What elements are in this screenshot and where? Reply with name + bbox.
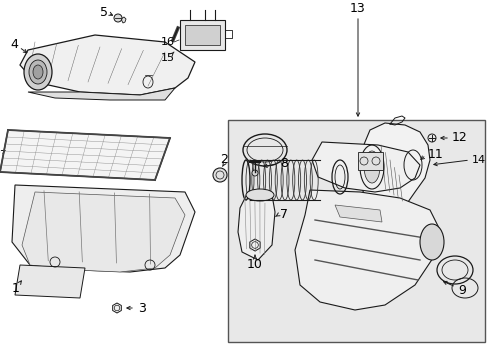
Ellipse shape [114, 14, 122, 22]
Text: 7: 7 [280, 208, 287, 221]
Ellipse shape [213, 168, 226, 182]
Polygon shape [334, 205, 381, 222]
Bar [227, 120, 484, 342]
Polygon shape [121, 17, 126, 23]
Polygon shape [28, 88, 175, 100]
Ellipse shape [29, 60, 47, 84]
Bar [357, 152, 382, 170]
Text: 2: 2 [220, 153, 227, 166]
Text: 16: 16 [161, 37, 175, 47]
Text: 3: 3 [138, 301, 145, 315]
Polygon shape [357, 123, 429, 205]
Ellipse shape [419, 224, 443, 260]
Ellipse shape [24, 54, 52, 90]
Ellipse shape [363, 151, 379, 183]
Polygon shape [249, 239, 260, 251]
Text: 8: 8 [280, 157, 287, 171]
Polygon shape [12, 185, 195, 272]
Ellipse shape [33, 65, 43, 79]
Text: 10: 10 [246, 257, 263, 270]
Polygon shape [22, 192, 184, 272]
Text: 13: 13 [349, 1, 365, 14]
Text: 1: 1 [12, 282, 20, 294]
Polygon shape [15, 265, 85, 298]
Text: 9: 9 [457, 284, 465, 297]
Text: 4: 4 [10, 39, 18, 51]
Ellipse shape [251, 170, 258, 176]
Text: 15: 15 [161, 53, 175, 63]
Polygon shape [294, 190, 439, 310]
Polygon shape [20, 35, 195, 95]
Text: 12: 12 [451, 131, 467, 144]
Bar [184, 25, 220, 45]
Polygon shape [0, 130, 170, 180]
Text: 5: 5 [100, 6, 108, 19]
Text: 14: 14 [471, 155, 485, 165]
Polygon shape [238, 192, 274, 260]
Polygon shape [112, 303, 121, 313]
Polygon shape [311, 142, 419, 192]
Bar [180, 20, 224, 50]
Ellipse shape [245, 189, 273, 201]
Text: 11: 11 [427, 148, 443, 162]
